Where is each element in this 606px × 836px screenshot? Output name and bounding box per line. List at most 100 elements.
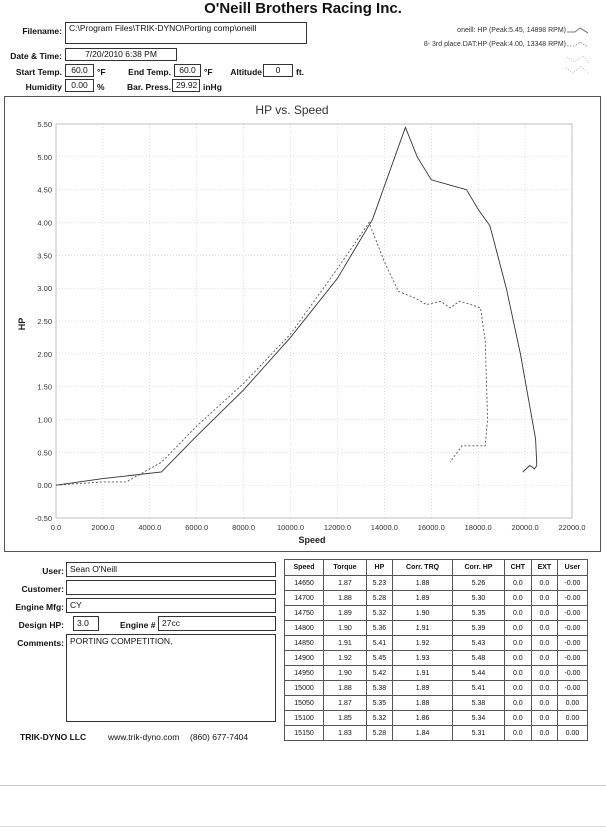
col-corr-hp: Corr. HP bbox=[452, 559, 505, 576]
design-hp-field: 3.0 bbox=[73, 616, 99, 631]
table-cell: 15000 bbox=[283, 680, 325, 696]
table-cell: 1.87 bbox=[323, 695, 367, 711]
table-cell: 5.43 bbox=[452, 635, 505, 651]
table-cell: 14950 bbox=[283, 665, 325, 681]
table-cell: 0.0 bbox=[503, 605, 532, 621]
table-row: 14700 1.88 5.28 1.89 5.30 0.0 0.0 -0.00 bbox=[283, 590, 589, 606]
y-tick-label: 1.50 bbox=[37, 383, 52, 392]
table-cell: 0.0 bbox=[530, 650, 558, 666]
website-link[interactable]: www.trik-dyno.com bbox=[108, 732, 180, 742]
table-row: 14650 1.87 5.23 1.88 5.26 0.0 0.0 -0.00 bbox=[283, 575, 589, 591]
design-hp-label: Design HP: bbox=[18, 620, 64, 630]
datetime-field: 7/20/2010 6:38 PM bbox=[65, 48, 177, 61]
col-user: User bbox=[556, 559, 589, 576]
start-temp-label: Start Temp. bbox=[15, 67, 62, 77]
table-row: 14950 1.90 5.42 1.91 5.44 0.0 0.0 -0.00 bbox=[283, 665, 589, 681]
table-cell: 1.92 bbox=[323, 650, 367, 666]
y-tick-label: 2.00 bbox=[37, 350, 52, 359]
end-temp-field: 60.0 bbox=[174, 64, 201, 77]
y-axis-label: HP bbox=[17, 318, 27, 331]
table-cell: -0.00 bbox=[556, 590, 589, 606]
table-cell: 0.0 bbox=[530, 695, 558, 711]
table-cell: -0.00 bbox=[556, 605, 589, 621]
table-cell: 0.0 bbox=[503, 710, 532, 726]
table-row: 15050 1.87 5.35 1.88 5.38 0.0 0.0 0.00 bbox=[283, 695, 589, 711]
start-temp-unit: °F bbox=[97, 67, 106, 77]
x-axis-label: Speed bbox=[298, 535, 325, 545]
table-cell: 14800 bbox=[283, 620, 325, 636]
altitude-unit: ft. bbox=[296, 67, 305, 77]
y-tick-label: 4.50 bbox=[37, 186, 52, 195]
table-cell: 0.0 bbox=[530, 665, 558, 681]
table-cell: 14900 bbox=[283, 650, 325, 666]
table-cell: 0.0 bbox=[503, 680, 532, 696]
humidity-field: 0.00 bbox=[65, 79, 94, 92]
table-cell: 0.00 bbox=[556, 725, 589, 741]
end-temp-label: End Temp. bbox=[128, 67, 171, 77]
customer-field bbox=[66, 580, 276, 595]
end-temp-unit: °F bbox=[204, 67, 213, 77]
table-cell: 1.87 bbox=[323, 575, 367, 591]
page-divider-bottom bbox=[0, 826, 606, 827]
datetime-label: Date & Time: bbox=[10, 51, 62, 61]
y-tick-label: 4.00 bbox=[37, 219, 52, 228]
table-cell: 1.89 bbox=[391, 590, 454, 606]
table-cell: 0.0 bbox=[530, 680, 558, 696]
table-cell: 0.0 bbox=[530, 605, 558, 621]
col-corr-trq: Corr. TRQ bbox=[391, 559, 454, 576]
col-speed: Speed bbox=[283, 559, 325, 576]
user-label: User: bbox=[42, 566, 64, 576]
table-cell: -0.00 bbox=[556, 680, 589, 696]
x-tick-label: 2000.0 bbox=[91, 523, 114, 532]
table-cell: 15050 bbox=[283, 695, 325, 711]
table-cell: 1.89 bbox=[323, 605, 367, 621]
table-cell: 5.23 bbox=[365, 575, 393, 591]
table-cell: 5.31 bbox=[452, 725, 505, 741]
start-temp-field: 60.0 bbox=[65, 64, 94, 77]
comments-field: PORTING COMPETITION, bbox=[66, 634, 276, 722]
engine-mfg-label: Engine Mfg: bbox=[15, 602, 64, 612]
table-row: 14750 1.89 5.32 1.90 5.35 0.0 0.0 -0.00 bbox=[283, 605, 589, 621]
x-tick-label: 8000.0 bbox=[232, 523, 255, 532]
legend-item-oneill: oneill: HP (Peak:5.45, 14898 RPM) bbox=[457, 27, 566, 34]
table-row: 15000 1.88 5.38 1.89 5.41 0.0 0.0 -0.00 bbox=[283, 680, 589, 696]
table-cell: 5.30 bbox=[452, 590, 505, 606]
table-cell: 0.0 bbox=[530, 620, 558, 636]
table-cell: 0.0 bbox=[530, 635, 558, 651]
table-cell: 0.0 bbox=[530, 725, 558, 741]
table-cell: 5.48 bbox=[452, 650, 505, 666]
table-cell: 0.0 bbox=[530, 575, 558, 591]
baro-field: 29.92 bbox=[172, 79, 200, 92]
table-cell: 14650 bbox=[283, 575, 325, 591]
table-cell: 15150 bbox=[283, 725, 325, 741]
table-cell: 5.26 bbox=[452, 575, 505, 591]
y-tick-label: 1.00 bbox=[37, 416, 52, 425]
table-cell: 0.0 bbox=[503, 665, 532, 681]
table-cell: 1.91 bbox=[391, 665, 454, 681]
table-cell: 1.88 bbox=[391, 575, 454, 591]
x-tick-label: 16000.0 bbox=[418, 523, 445, 532]
table-cell: 0.00 bbox=[556, 710, 589, 726]
table-cell: -0.00 bbox=[556, 575, 589, 591]
table-cell: 1.88 bbox=[323, 680, 367, 696]
table-cell: 0.0 bbox=[503, 590, 532, 606]
baro-label: Bar. Press. bbox=[127, 82, 171, 92]
table-cell: 0.0 bbox=[530, 590, 558, 606]
x-tick-label: 20000.0 bbox=[512, 523, 539, 532]
table-cell: -0.00 bbox=[556, 650, 589, 666]
phone-number: (860) 677-7404 bbox=[190, 732, 249, 742]
table-cell: 5.44 bbox=[452, 665, 505, 681]
y-tick-label: 5.50 bbox=[37, 120, 52, 129]
data-table: Speed Torque HP Corr. TRQ Corr. HP CHT E… bbox=[283, 559, 589, 741]
x-tick-label: 10000.0 bbox=[277, 523, 304, 532]
x-tick-label: 0.0 bbox=[51, 523, 61, 532]
col-hp: HP bbox=[365, 559, 393, 576]
table-row: 14850 1.91 5.41 1.92 5.43 0.0 0.0 -0.00 bbox=[283, 635, 589, 651]
user-field: Sean O'Neill bbox=[66, 562, 276, 577]
table-cell: -0.00 bbox=[556, 665, 589, 681]
humidity-label: Humidity bbox=[25, 82, 62, 92]
company-name: TRIK-DYNO LLC bbox=[20, 732, 87, 742]
table-cell: 15100 bbox=[283, 710, 325, 726]
y-tick-label: 5.00 bbox=[37, 153, 52, 162]
hp-speed-chart: HP vs. Speed Speed HP 5.50 5.00 4.50 4.00 3.… bbox=[17, 103, 586, 545]
